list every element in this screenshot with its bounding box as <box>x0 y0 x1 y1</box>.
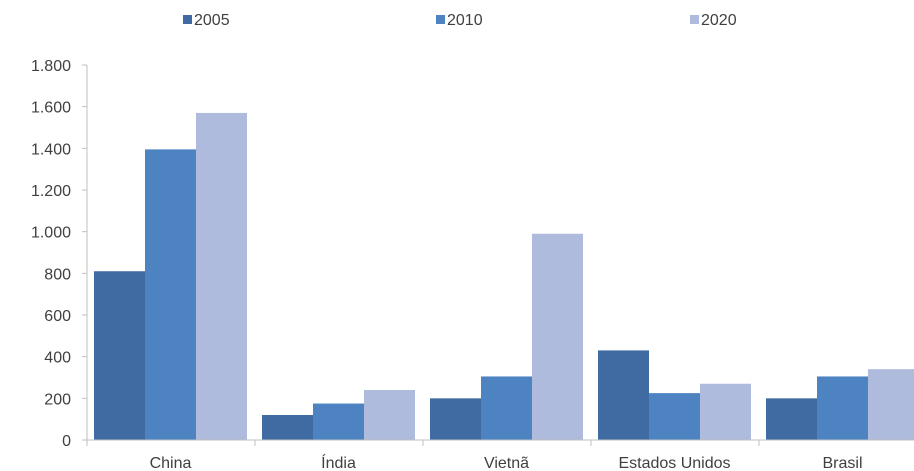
y-tick-label: 1.200 <box>31 183 71 200</box>
bar-2005-4 <box>766 398 817 440</box>
bar-2020-0 <box>196 112 247 441</box>
legend-label: 2005 <box>194 12 230 29</box>
bar-2020-3 <box>700 383 751 440</box>
bar-2020-2 <box>532 233 583 440</box>
bar-2005-3 <box>598 350 649 440</box>
x-axis: China Índia Vietnã Estados Unidos Brasil <box>86 439 914 471</box>
y-tick-label: 200 <box>44 391 71 408</box>
bar-2010-1 <box>313 403 364 440</box>
bar-2005-1 <box>262 415 313 440</box>
y-tick-label: 0 <box>62 433 71 450</box>
x-tick-label: Brasil <box>822 455 862 471</box>
bar-2020-4 <box>868 369 914 440</box>
bar-2020-1 <box>364 390 415 440</box>
bar-2010-4 <box>817 376 868 440</box>
bar-2005-2 <box>430 398 481 440</box>
legend-swatch-2010 <box>436 15 445 24</box>
x-tick-label: Estados Unidos <box>618 455 730 471</box>
y-tick-label: 1.600 <box>31 100 71 117</box>
legend: 2005 2010 2020 <box>183 12 737 29</box>
y-tick-label: 1.000 <box>31 225 71 242</box>
legend-swatch-2020 <box>690 15 699 24</box>
bar-2010-0 <box>145 149 196 440</box>
y-tick-label: 1.800 <box>31 58 71 75</box>
y-tick-label: 800 <box>44 266 71 283</box>
y-tick-label: 600 <box>44 308 71 325</box>
y-tick-label: 1.400 <box>31 141 71 158</box>
bar-2010-2 <box>481 376 532 440</box>
legend-label: 2010 <box>447 12 483 29</box>
bar-2010-3 <box>649 393 700 440</box>
y-axis: 0 200 400 600 800 1.000 1.200 1.400 1.600 1.800 <box>31 58 88 450</box>
y-tick-label: 400 <box>44 350 71 367</box>
legend-swatch-2005 <box>183 15 192 24</box>
x-tick-label: China <box>150 455 192 471</box>
legend-label: 2020 <box>701 12 737 29</box>
bars <box>94 112 914 441</box>
x-tick-label: Vietnã <box>484 455 529 471</box>
bar-2005-0 <box>94 271 145 440</box>
x-tick-label: Índia <box>321 453 356 471</box>
